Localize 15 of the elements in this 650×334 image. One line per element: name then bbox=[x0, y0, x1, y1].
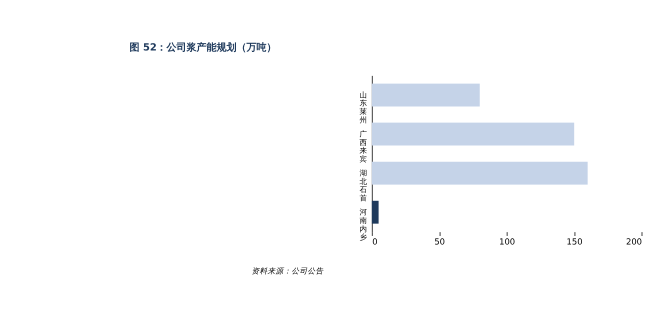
bar bbox=[372, 162, 588, 185]
x-tick-label: 50 bbox=[434, 236, 446, 246]
x-tick-label: 0 bbox=[372, 236, 378, 246]
y-tick-label: 河南内乡 bbox=[360, 208, 368, 242]
bar bbox=[372, 200, 379, 224]
bar bbox=[372, 122, 574, 146]
x-tick-label: 150 bbox=[566, 236, 583, 246]
x-tick-label: 200 bbox=[626, 236, 642, 246]
bar bbox=[372, 84, 480, 106]
y-tick-label: 山东莱州 bbox=[360, 90, 368, 124]
y-tick-label: 广西来宾 bbox=[360, 129, 368, 164]
y-tick-label: 湖北石首 bbox=[360, 168, 368, 203]
text: 图 52：公司浆产能规划（万吨） bbox=[130, 41, 277, 54]
x-tick-label: 100 bbox=[499, 236, 516, 246]
text: 资料来源：公司公告 bbox=[251, 266, 324, 276]
